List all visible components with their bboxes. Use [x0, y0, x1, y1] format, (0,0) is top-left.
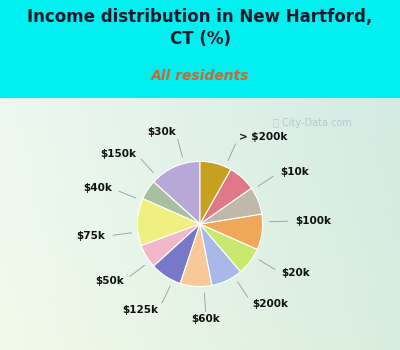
Text: $100k: $100k	[295, 216, 331, 226]
Wedge shape	[154, 161, 200, 224]
Text: $30k: $30k	[147, 127, 176, 137]
Wedge shape	[180, 224, 212, 287]
Wedge shape	[200, 224, 240, 286]
Text: $50k: $50k	[95, 276, 124, 286]
Wedge shape	[137, 199, 200, 246]
Text: $20k: $20k	[282, 268, 310, 278]
Text: ⓘ City-Data.com: ⓘ City-Data.com	[273, 118, 351, 128]
Text: All residents: All residents	[151, 69, 249, 83]
Text: > $200k: > $200k	[238, 132, 287, 142]
Wedge shape	[141, 224, 200, 266]
Text: Income distribution in New Hartford,
CT (%): Income distribution in New Hartford, CT …	[27, 8, 373, 48]
Wedge shape	[143, 182, 200, 224]
Text: $10k: $10k	[280, 167, 308, 177]
Wedge shape	[200, 161, 231, 224]
Text: $125k: $125k	[123, 305, 159, 315]
Wedge shape	[154, 224, 200, 284]
Wedge shape	[200, 224, 257, 272]
Text: $150k: $150k	[100, 148, 136, 159]
Text: $200k: $200k	[252, 299, 288, 309]
Text: $60k: $60k	[192, 314, 220, 324]
Text: $40k: $40k	[83, 183, 112, 193]
Text: $75k: $75k	[77, 231, 106, 241]
Wedge shape	[200, 188, 262, 224]
Wedge shape	[200, 214, 263, 249]
Wedge shape	[200, 169, 251, 224]
